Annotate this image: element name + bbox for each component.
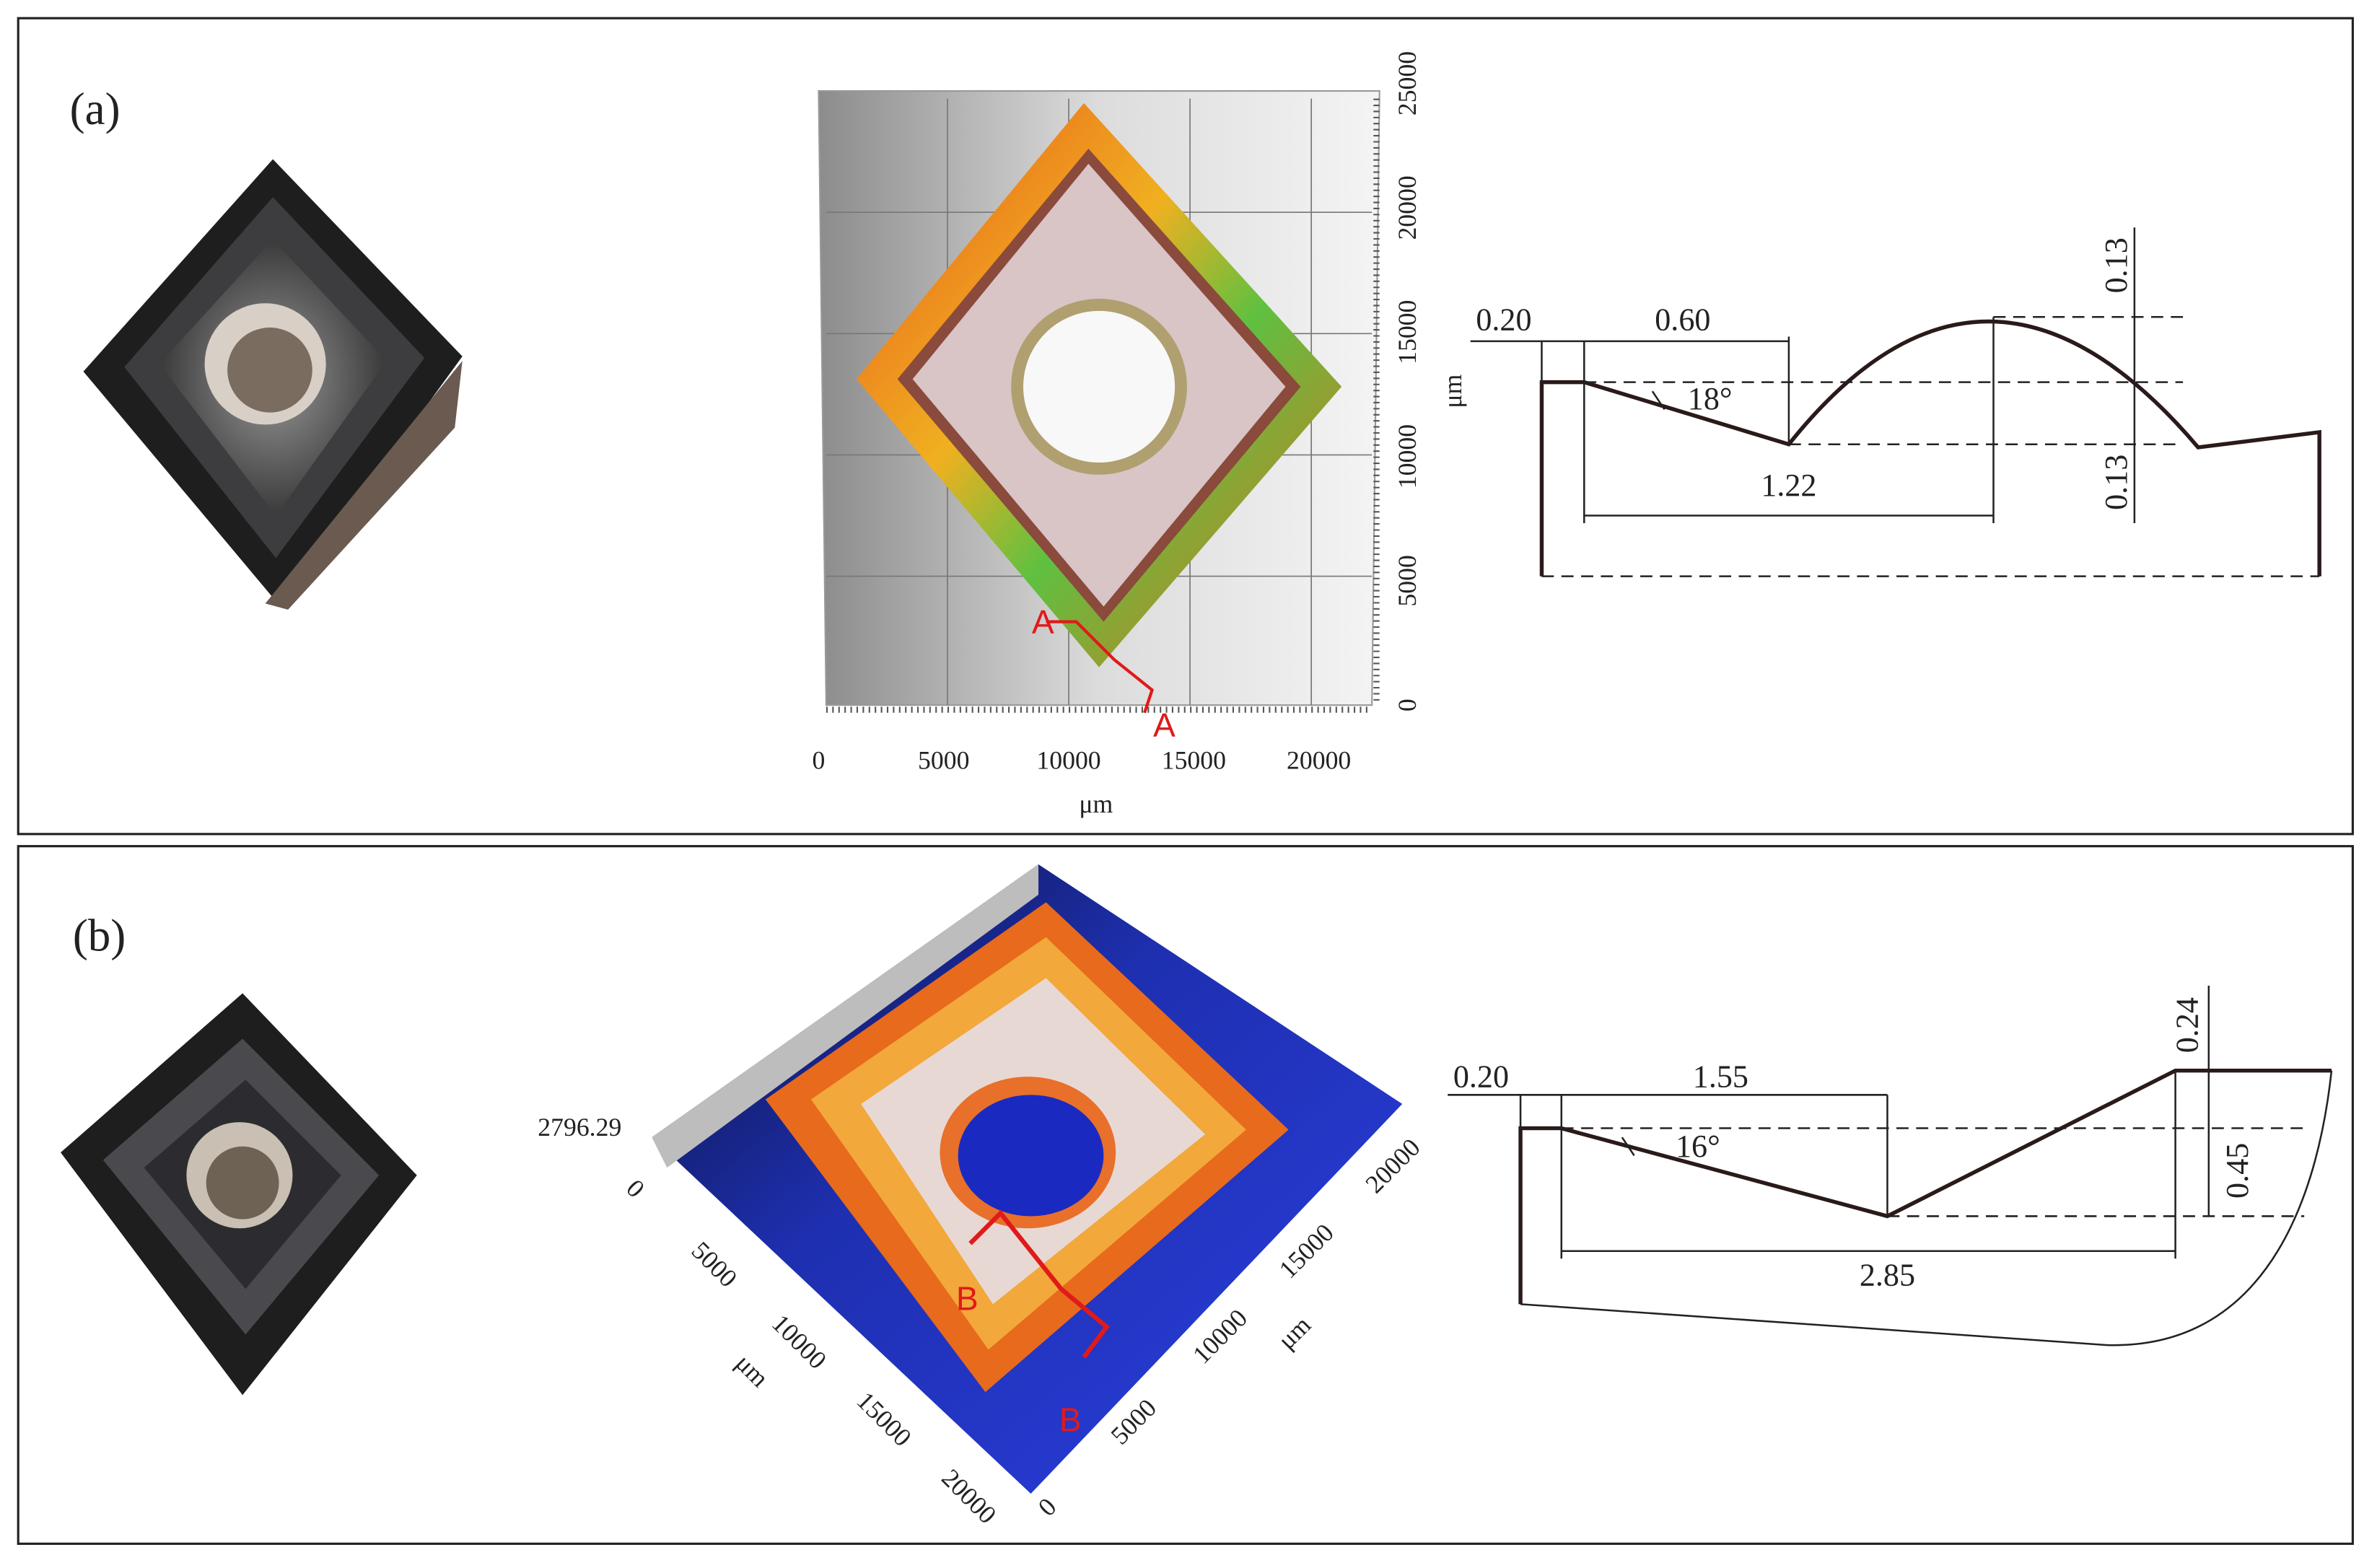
tick-label: 10000 — [1393, 424, 1422, 489]
tick-label: 5000 — [686, 1236, 743, 1293]
section-mark: B — [1059, 1401, 1082, 1438]
tick-label: 20000 — [1287, 745, 1351, 774]
tick-label: 10000 — [1036, 745, 1100, 774]
surface-plot — [818, 90, 1380, 714]
dimension: 1.55 — [1693, 1059, 1748, 1094]
section-mark: B — [956, 1279, 979, 1317]
dimension: 2.85 — [1860, 1258, 1915, 1293]
tick-label: 0 — [1393, 698, 1422, 711]
tick-label: 15000 — [852, 1386, 917, 1452]
tick-label: 5000 — [1393, 555, 1422, 606]
dimension: 0.24 — [2170, 997, 2205, 1053]
tick-label: 10000 — [766, 1309, 832, 1375]
tick-label: 25000 — [1393, 51, 1422, 115]
tick-label: 15000 — [1393, 300, 1422, 364]
dimension: 0.20 — [1476, 302, 1531, 338]
profile-drawing — [1470, 227, 2321, 577]
section-mark: A — [1153, 706, 1176, 744]
tick-label: 20000 — [1393, 175, 1422, 240]
dimension: 16° — [1676, 1129, 1720, 1164]
insert-photo — [83, 159, 463, 610]
z-max-label: 2796.29 — [538, 1113, 621, 1142]
panel-frame — [17, 17, 2354, 836]
panel-label: (b) — [73, 910, 126, 960]
tick-label: 5000 — [918, 745, 969, 774]
axis-unit: μm — [1272, 1310, 1317, 1355]
tick-label: 0 — [812, 745, 825, 774]
dimension: 0.45 — [2220, 1143, 2255, 1199]
axis-unit: μm — [1079, 789, 1113, 818]
surface-plot — [652, 864, 1403, 1494]
tick-label: 0 — [621, 1174, 650, 1204]
axis-unit: μm — [730, 1348, 775, 1393]
tick-label: 20000 — [936, 1463, 1002, 1529]
panel-frame — [17, 845, 2354, 1545]
tick-label: 20000 — [1360, 1133, 1425, 1199]
dimension: 0.60 — [1655, 302, 1710, 338]
panel-label: (a) — [70, 84, 121, 134]
dimension: 1.22 — [1761, 468, 1816, 503]
tick-label: 0 — [1033, 1492, 1062, 1522]
dimension: 0.13 — [2098, 455, 2134, 510]
axis-unit: μm — [1438, 375, 1467, 408]
dimension: 18° — [1688, 381, 1733, 416]
dimension: 0.13 — [2098, 237, 2134, 293]
profile-drawing — [1448, 986, 2333, 1346]
tick-label: 15000 — [1162, 745, 1226, 774]
insert-photo — [61, 993, 417, 1396]
section-mark: A — [1032, 603, 1054, 641]
dimension: 0.20 — [1453, 1059, 1509, 1094]
